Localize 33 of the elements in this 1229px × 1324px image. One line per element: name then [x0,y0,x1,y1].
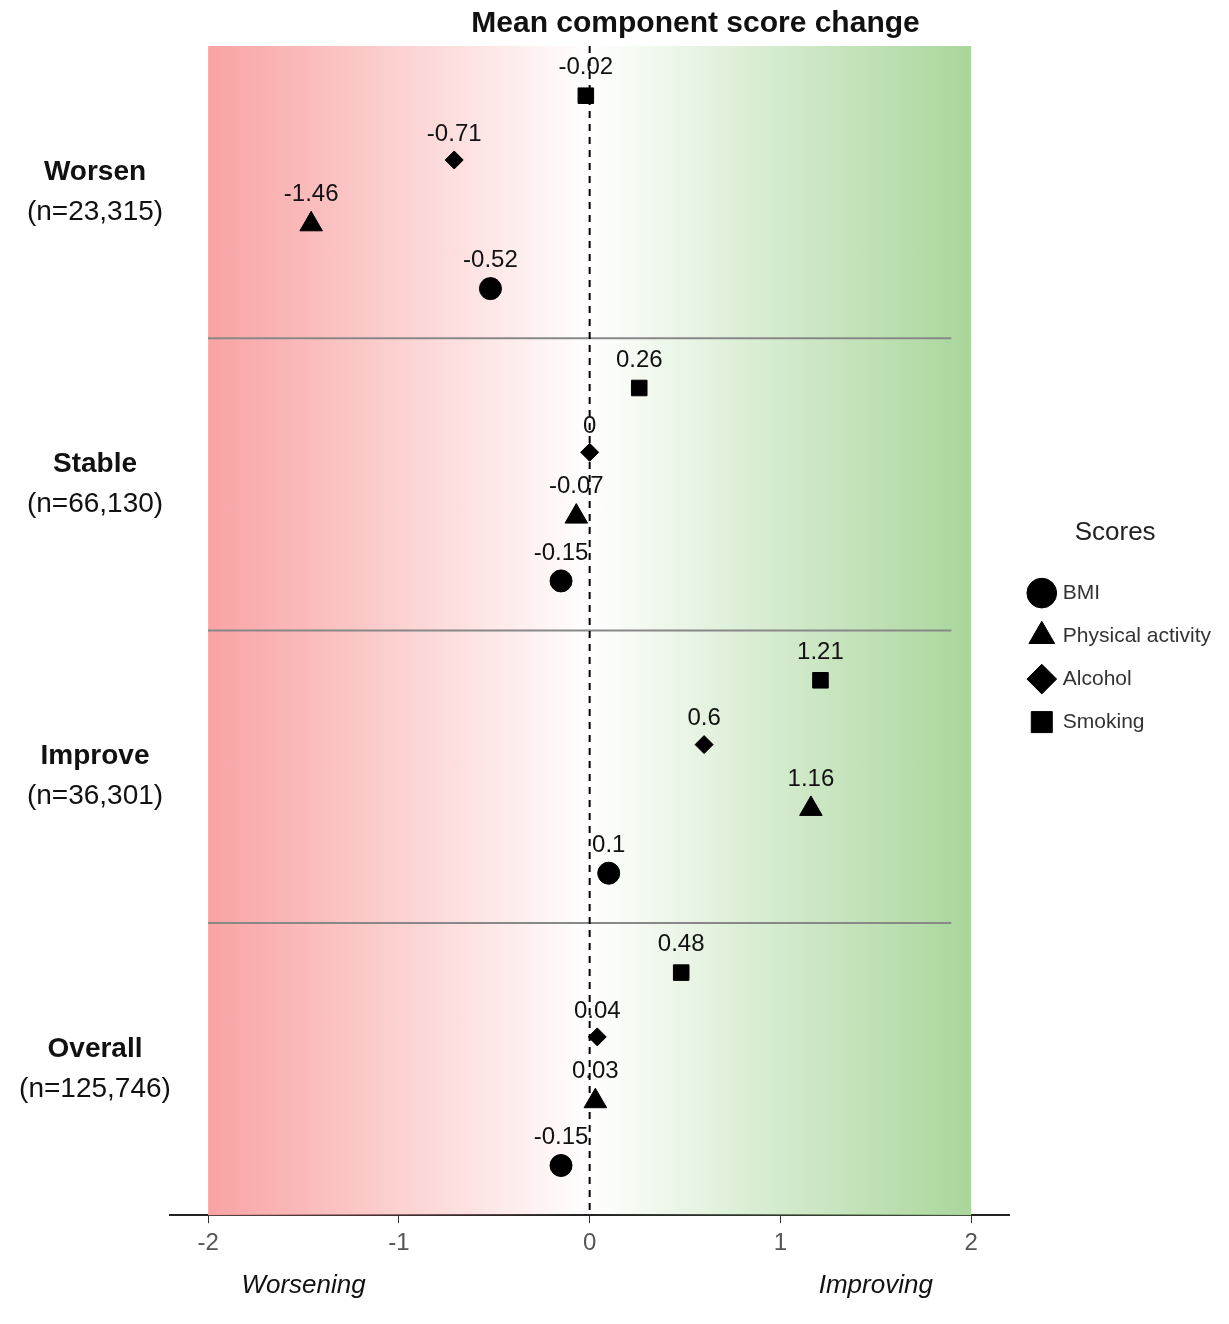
band-label: Worsening [241,1269,367,1300]
x-tick-label: -2 [197,1228,219,1256]
data-label: 1.16 [787,763,835,791]
data-label: -0.52 [463,245,518,273]
legend-label: Alcohol [1062,665,1132,689]
data-label: -0.71 [426,118,482,146]
y-tick-label: Overall (n=125,746) [19,1031,171,1103]
x-tick-label: 1 [773,1228,788,1256]
chart-title: Mean component score change [471,5,920,39]
band-label: Improving [818,1269,934,1300]
y-tick-label: Stable (n=66,130) [26,447,164,519]
data-label: 0.26 [615,344,663,372]
legend-label: BMI [1062,579,1101,603]
data-label: 0.1 [592,829,626,857]
legend-title: Scores [1074,515,1156,546]
y-tick-label: Improve (n=36,301) [26,739,164,811]
x-tick-label: 2 [964,1228,978,1256]
data-label: 1.21 [797,636,844,664]
x-tick-label: -1 [388,1228,410,1256]
data-label: -0.15 [533,1122,589,1150]
data-label: 0.48 [657,929,705,957]
legend-label: Physical activity [1062,622,1212,646]
data-label: -0.02 [558,52,614,80]
data-label: -0.07 [548,471,604,499]
data-label: -1.46 [283,178,339,206]
data-label: 0 [582,410,597,438]
data-label: 0.6 [687,703,721,731]
data-label: 0.04 [573,995,621,1023]
data-label: 0.03 [572,1055,619,1083]
data-label: -0.15 [533,537,589,565]
y-tick-label: Worsen (n=23,315) [26,154,164,226]
legend-label: Smoking [1062,708,1145,732]
x-tick-label: 0 [582,1228,597,1256]
